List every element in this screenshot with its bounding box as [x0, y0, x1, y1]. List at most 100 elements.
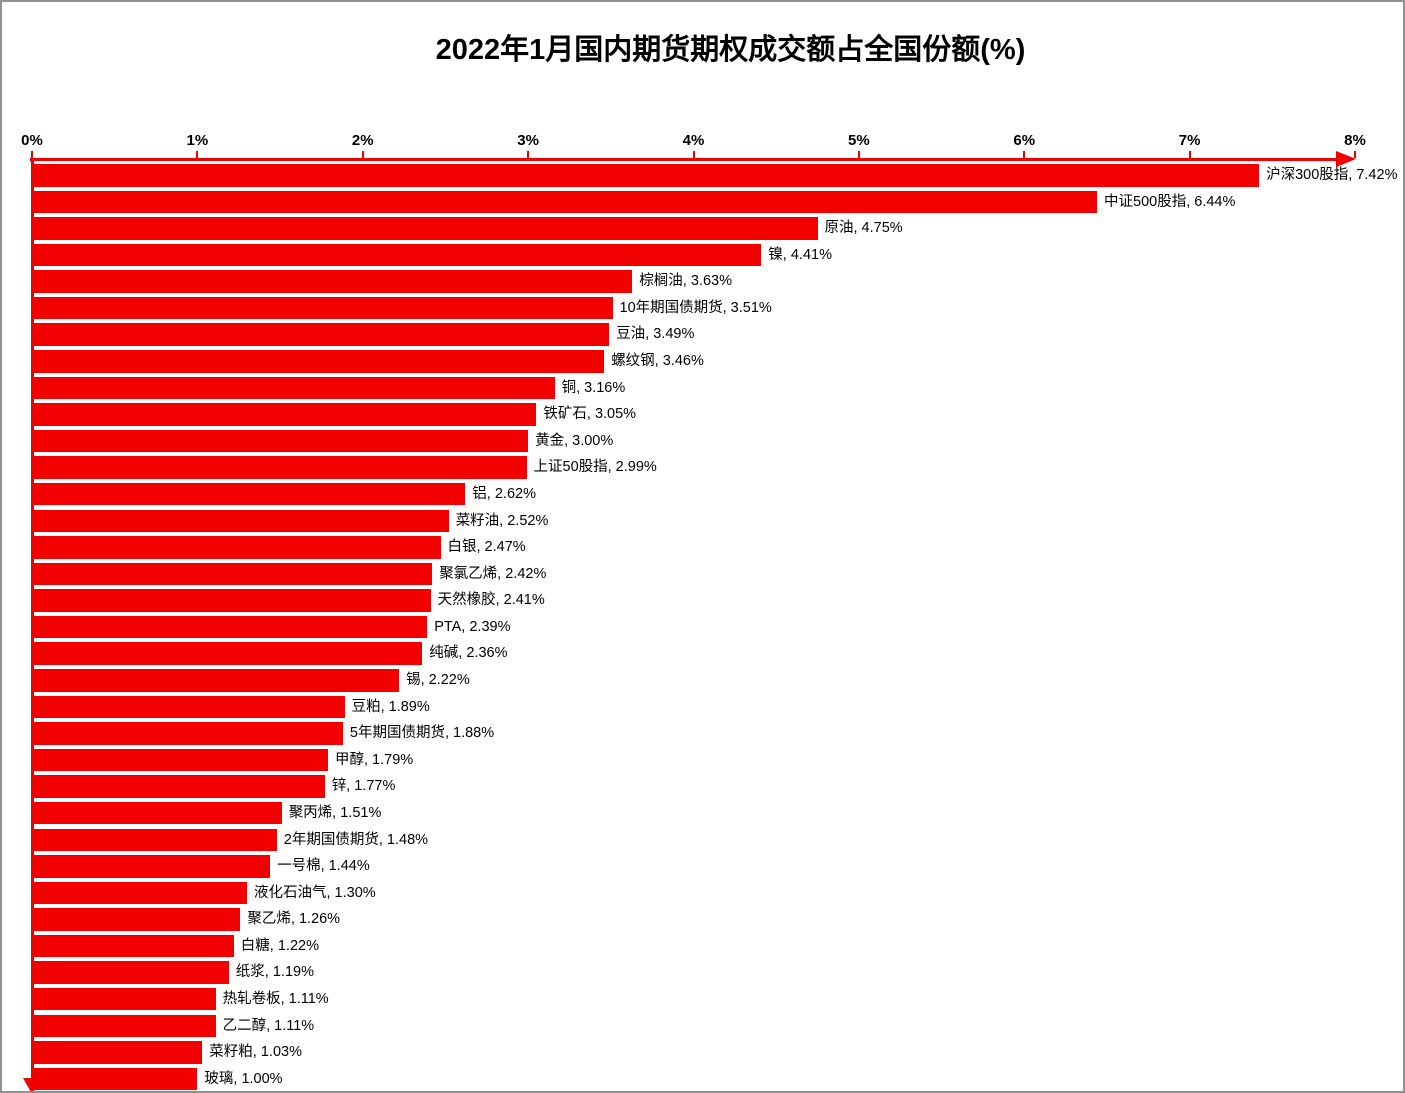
- x-tick-label: 3%: [517, 132, 539, 149]
- bar-row: 黄金, 3.00%: [33, 429, 1403, 453]
- bar: [33, 323, 610, 346]
- bar-label: 菜籽油, 2.52%: [455, 512, 549, 529]
- bar-label: 白糖, 1.22%: [240, 937, 319, 954]
- bar-row: 锡, 2.22%: [33, 669, 1403, 692]
- bar: [33, 908, 241, 931]
- bar-row: 聚氯乙烯, 2.42%: [33, 562, 1403, 586]
- bar-row: 玻璃, 1.00%: [33, 1067, 1403, 1091]
- x-tick-label: 1%: [186, 132, 209, 149]
- bar-row: 沪深300股指, 7.42%: [33, 164, 1403, 187]
- bar: [33, 350, 605, 373]
- bar-label: 铝, 2.62%: [472, 485, 536, 502]
- bar: [33, 217, 818, 240]
- bar-label: 锡, 2.22%: [406, 672, 470, 689]
- bar-label: 锌, 1.77%: [331, 778, 396, 795]
- bar-row: 聚乙烯, 1.26%: [33, 908, 1403, 931]
- bar: [33, 828, 277, 851]
- bar-label: 5年期国债期货, 1.88%: [349, 725, 495, 742]
- bar: [33, 615, 428, 639]
- x-tick-mark: [857, 151, 860, 158]
- bar-label: 聚氯乙烯, 2.42%: [439, 565, 547, 582]
- bar-row: 热轧卷板, 1.11%: [33, 987, 1403, 1011]
- bar-row: 纸浆, 1.19%: [33, 961, 1403, 984]
- bar: [33, 482, 466, 506]
- bar: [33, 961, 229, 984]
- bar-label: 聚乙烯, 1.26%: [247, 911, 341, 928]
- bar: [33, 1041, 203, 1064]
- bar: [33, 748, 328, 772]
- bar: [33, 509, 449, 533]
- bar-row: 2年期国债期货, 1.48%: [33, 828, 1403, 851]
- bar-row: 聚丙烯, 1.51%: [33, 801, 1403, 825]
- x-tick-mark: [1188, 151, 1191, 158]
- bar: [33, 296, 613, 320]
- bar: [33, 456, 527, 479]
- bar-row: 镍, 4.41%: [33, 243, 1403, 267]
- bar-row: 锌, 1.77%: [33, 775, 1403, 798]
- chart-title: 2022年1月国内期货期权成交额占全国份额(%): [435, 34, 1026, 66]
- bar-label: 沪深300股指, 7.42%: [1266, 167, 1398, 183]
- bar-label: 铁矿石, 3.05%: [543, 406, 637, 423]
- bar-label: 聚丙烯, 1.51%: [288, 804, 382, 821]
- bar: [33, 1067, 198, 1091]
- bar: [33, 429, 529, 453]
- x-tick-label: 5%: [848, 132, 870, 149]
- bar-row: 豆粕, 1.89%: [33, 695, 1403, 719]
- bar-row: 天然橡胶, 2.41%: [33, 589, 1403, 612]
- bar: [33, 855, 271, 878]
- bar-row: 10年期国债期货, 3.51%: [33, 296, 1403, 320]
- bar-label: 纯碱, 2.36%: [429, 645, 508, 662]
- bar-row: 甲醇, 1.79%: [33, 748, 1403, 772]
- bar: [33, 270, 633, 293]
- bar: [33, 536, 441, 559]
- bar: [33, 164, 1260, 187]
- bar-row: 铜, 3.16%: [33, 376, 1403, 400]
- bar-label: 玻璃, 1.00%: [204, 1070, 283, 1087]
- bar-label: 黄金, 3.00%: [535, 432, 614, 449]
- bar: [33, 934, 234, 958]
- bar-label: 上证50股指, 2.99%: [533, 459, 657, 476]
- bar-label: 一号棉, 1.44%: [277, 858, 370, 875]
- bar-label: 白银, 2.47%: [447, 539, 526, 556]
- bar-label: 菜籽粕, 1.03%: [209, 1044, 302, 1061]
- bar: [33, 589, 431, 612]
- bar: [33, 403, 537, 426]
- bar: [33, 695, 345, 719]
- x-axis-line: [30, 158, 1342, 161]
- bar-label: 豆粕, 1.89%: [351, 698, 430, 715]
- bar-area: 沪深300股指, 7.42% 中证500股指, 6.44% 原油, 4.75% 镍, …: [33, 164, 1403, 1091]
- x-tick-mark: [692, 151, 695, 158]
- bar-row: 菜籽油, 2.52%: [33, 509, 1403, 533]
- bar-label: PTA, 2.39%: [434, 618, 511, 635]
- bar: [33, 669, 400, 692]
- bar-label: 豆油, 3.49%: [616, 326, 695, 343]
- bar-row: 铁矿石, 3.05%: [33, 403, 1403, 426]
- x-tick-mark: [196, 151, 199, 158]
- bar-row: 乙二醇, 1.11%: [33, 1014, 1403, 1038]
- x-tick-label: 4%: [682, 132, 705, 149]
- x-tick-label: 6%: [1013, 132, 1036, 149]
- x-axis-arrow-icon: [1336, 151, 1356, 167]
- bar-row: 原油, 4.75%: [33, 217, 1403, 240]
- bar-label: 铜, 3.16%: [561, 379, 626, 396]
- x-tick-mark: [527, 151, 530, 158]
- bar-label: 棕榈油, 3.63%: [639, 273, 732, 290]
- bar-row: 豆油, 3.49%: [33, 323, 1403, 346]
- bar-row: 上证50股指, 2.99%: [33, 456, 1403, 479]
- bar-label: 原油, 4.75%: [824, 220, 903, 237]
- bar-row: 白银, 2.47%: [33, 536, 1403, 559]
- x-tick-mark: [1023, 151, 1026, 158]
- bar-row: 白糖, 1.22%: [33, 934, 1403, 958]
- bar: [33, 1014, 216, 1038]
- bar-row: 一号棉, 1.44%: [33, 855, 1403, 878]
- bar-label: 镍, 4.41%: [768, 246, 832, 263]
- x-tick-label: 8%: [1344, 132, 1366, 149]
- bar-label: 10年期国债期货, 3.51%: [619, 299, 772, 316]
- bar-label: 纸浆, 1.19%: [235, 964, 314, 981]
- bar-row: 棕榈油, 3.63%: [33, 270, 1403, 293]
- y-axis-line: [31, 158, 34, 1080]
- bar-row: 纯碱, 2.36%: [33, 642, 1403, 665]
- bar: [33, 722, 343, 745]
- x-tick-label: 7%: [1178, 132, 1201, 149]
